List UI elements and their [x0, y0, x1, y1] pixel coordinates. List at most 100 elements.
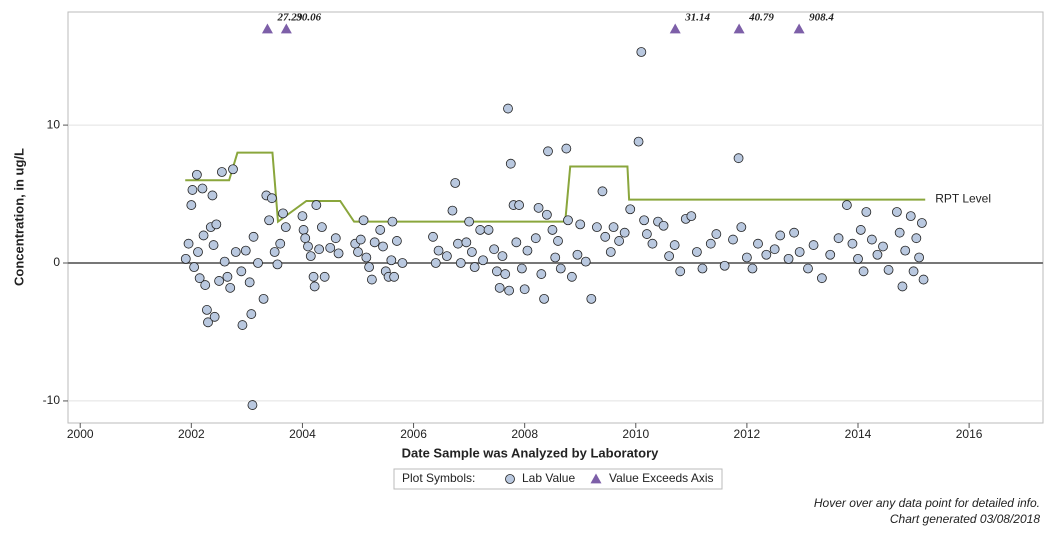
lab-value-point [228, 164, 238, 175]
generated-note: Chart generated 03/08/2018 [890, 512, 1040, 526]
lab-value-point [736, 222, 747, 233]
lab-value-point [300, 233, 311, 244]
lab-value-point [387, 216, 398, 227]
lab-value-point [244, 277, 255, 288]
lab-value-point [469, 262, 480, 273]
lab-value-point [189, 262, 200, 273]
lab-value-point [330, 233, 341, 244]
lab-value-point [305, 251, 316, 262]
lab-value-point [478, 255, 488, 266]
lab-value-point [647, 238, 658, 249]
exceeds-label: 31.14 [684, 12, 710, 24]
y-axis-label: Concentration, in ug/L [11, 148, 26, 286]
lab-value-point [453, 238, 463, 249]
lab-value-point [264, 215, 275, 226]
lab-value-point [916, 218, 927, 228]
lab-value-point [803, 263, 813, 274]
lab-value-point [389, 271, 400, 282]
lab-value-point [494, 282, 505, 293]
lab-value-point [553, 236, 563, 246]
lab-value-point [203, 317, 213, 328]
x-tick-label: 2010 [622, 427, 649, 441]
lab-value-point [575, 219, 586, 230]
lab-value-point [891, 207, 902, 217]
lab-value-point [741, 252, 752, 263]
exceeds-label: 40.79 [748, 12, 774, 24]
lab-value-point [216, 167, 227, 177]
legend-box [393, 468, 723, 490]
lab-value-point [555, 263, 566, 274]
lab-value-point [504, 285, 515, 296]
lab-value-point [430, 258, 441, 268]
lab-value-point [225, 282, 236, 293]
lab-value-point [455, 258, 466, 268]
lab-value-point [878, 241, 888, 252]
lab-value-point [669, 240, 680, 250]
lab-value-point [658, 220, 669, 231]
y-tick-label: 10 [47, 117, 61, 131]
lab-value-point [597, 186, 608, 197]
lab-value-point [187, 185, 198, 195]
x-tick-label: 2014 [845, 427, 872, 441]
lab-value-point [466, 247, 477, 257]
lab-value-point [183, 238, 194, 249]
lab-value-point [441, 251, 452, 262]
lab-value-point [364, 262, 375, 273]
lab-value-point [355, 234, 366, 245]
lab-value-point [664, 251, 675, 262]
lab-value-point [303, 241, 313, 252]
lab-value-point [236, 266, 247, 277]
lab-value-point [447, 205, 458, 216]
lab-value-point [483, 225, 494, 235]
lab-value-point [316, 222, 327, 233]
lab-value-point [369, 237, 380, 248]
lab-value-point [253, 258, 263, 268]
lab-value-point [530, 233, 541, 244]
lab-value-point [194, 273, 205, 284]
lab-value-point [511, 237, 522, 248]
lab-value-point [908, 266, 919, 277]
lab-value-point [543, 146, 553, 157]
lab-value-point [580, 256, 591, 267]
exceeds-marker [793, 23, 805, 34]
lab-value-point [636, 47, 647, 57]
lab-value-point [853, 253, 863, 264]
lab-value-point [775, 230, 786, 241]
lab-value-point [375, 225, 386, 235]
lab-value-point [433, 245, 444, 256]
lab-value-point [561, 143, 572, 154]
lab-value-point [783, 253, 794, 264]
exceeds-label: 27.29 [276, 12, 302, 24]
lab-value-point [633, 136, 644, 147]
plot-frame [67, 11, 1044, 424]
lab-value-point [497, 251, 508, 262]
lab-value-point [918, 274, 929, 285]
legend-symbol [505, 474, 515, 484]
lab-value-point [297, 211, 308, 222]
lab-value-point [200, 280, 211, 290]
lab-value-point [275, 238, 286, 249]
lab-value-point [505, 158, 516, 169]
lab-value-point [514, 200, 525, 210]
lab-value-point [675, 266, 686, 277]
exceeds-marker [280, 23, 292, 34]
lab-value-point [358, 215, 369, 226]
lab-value-point [180, 253, 191, 264]
lab-value-point [222, 271, 233, 282]
lab-value-point [237, 320, 248, 330]
exceeds-marker [261, 23, 273, 34]
lab-value-point [278, 208, 288, 219]
x-tick-label: 2012 [734, 427, 761, 441]
lab-value-point [816, 273, 827, 284]
lab-value-point [858, 266, 869, 277]
lab-value-point [378, 241, 388, 252]
lab-value-point [353, 247, 363, 257]
x-tick-label: 2004 [289, 427, 316, 441]
lab-value-point [808, 240, 819, 250]
x-tick-label: 2006 [400, 427, 427, 441]
lab-value-point [825, 249, 836, 260]
lab-value-point [361, 252, 372, 263]
lab-value-point [639, 215, 650, 226]
lab-value-point [266, 193, 277, 204]
lab-value-point [272, 259, 283, 270]
